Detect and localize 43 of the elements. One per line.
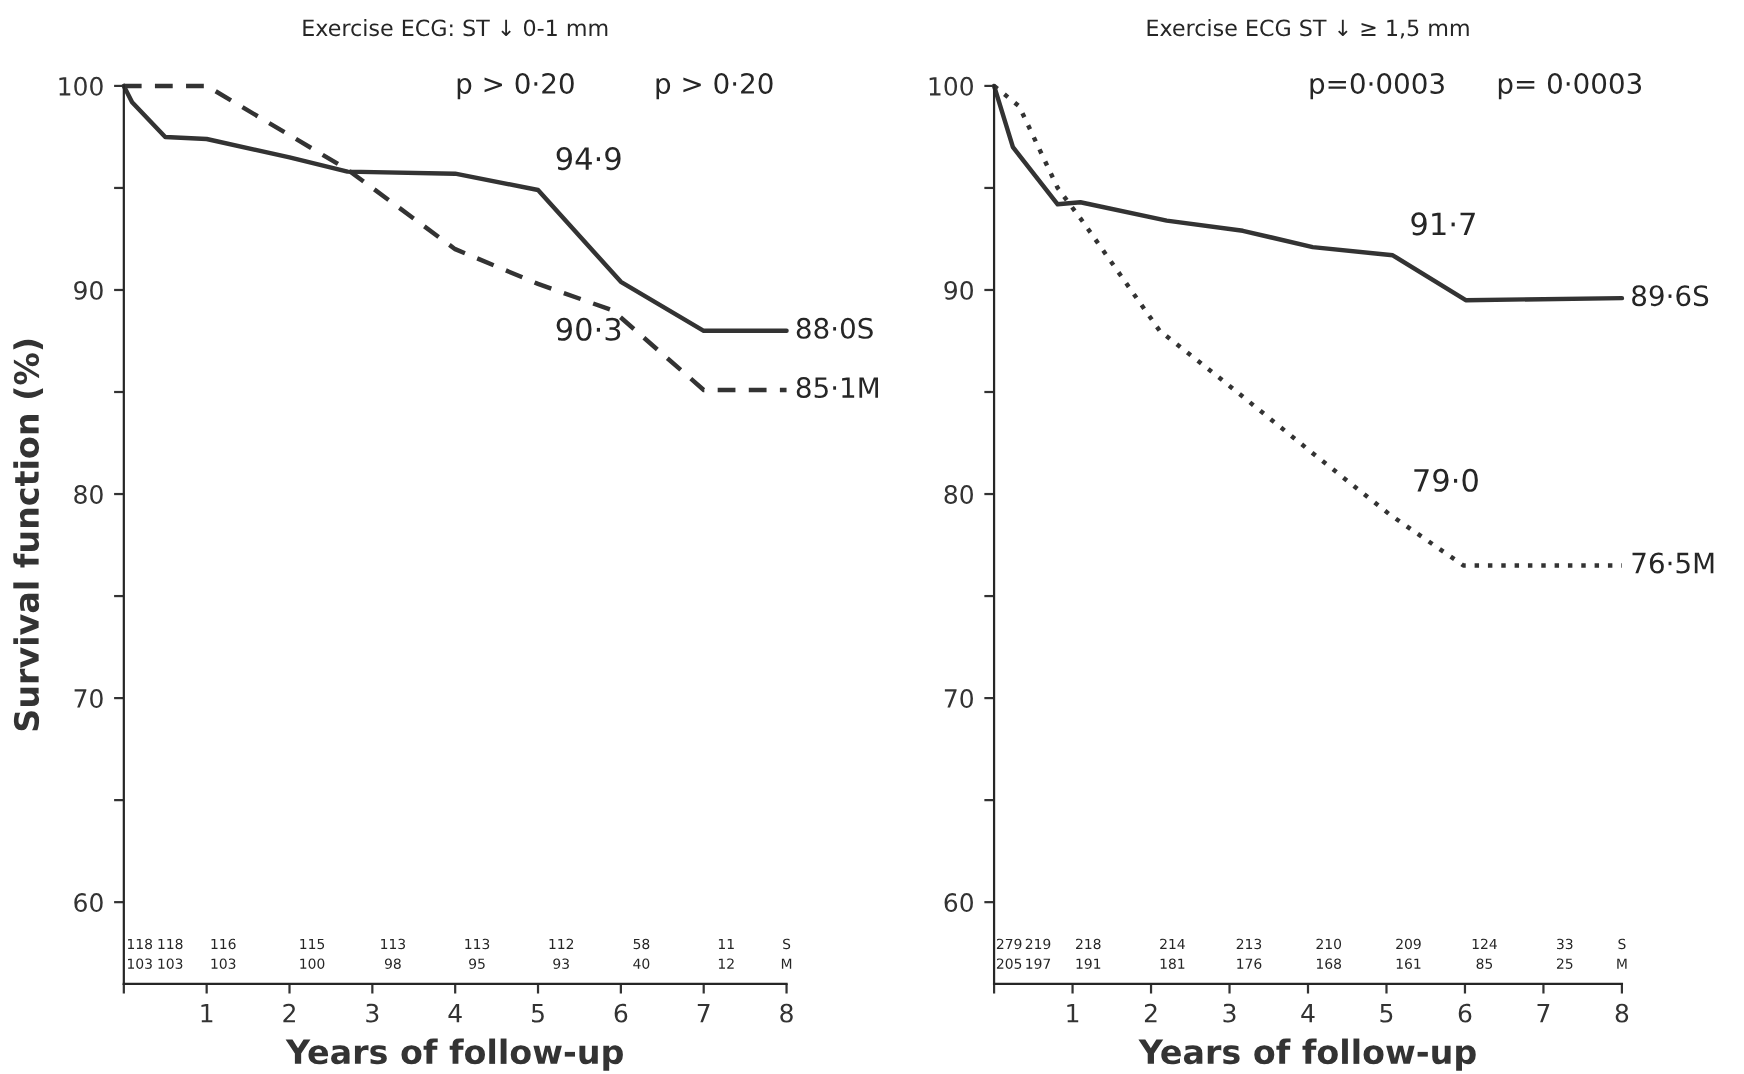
annotation: 94·9 bbox=[556, 147, 621, 171]
y-tick-label: 100 bbox=[59, 76, 103, 96]
x-axis-title: Years of follow-up bbox=[285, 1038, 623, 1071]
y-tick-label: 70 bbox=[944, 689, 973, 708]
x-tick-label: 2 bbox=[1144, 1003, 1157, 1023]
x-tick-label: 5 bbox=[532, 1004, 544, 1023]
x-tick-label: 1 bbox=[201, 1004, 213, 1023]
annotation: p > 0·20 bbox=[656, 72, 773, 100]
x-axis-title: Years of follow-up bbox=[1138, 1038, 1476, 1071]
annotation: 91·7 bbox=[1411, 212, 1475, 236]
y-tick-label: 60 bbox=[74, 893, 103, 913]
annotation: p= 0·0003 bbox=[1498, 72, 1642, 100]
annotation: 79·0 bbox=[1414, 468, 1478, 492]
annotation: 88·0S bbox=[796, 317, 873, 339]
x-tick-label: 4 bbox=[448, 1004, 462, 1023]
y-tick-label: 60 bbox=[944, 893, 973, 913]
y-tick-label: 80 bbox=[944, 484, 973, 504]
x-tick-label: 3 bbox=[366, 1003, 379, 1023]
annotation: 85·1M bbox=[796, 377, 878, 399]
y-axis-title: Survival function (%) bbox=[13, 339, 44, 731]
chart-title: Exercise ECG ST ↓ ≥ 1,5 mm bbox=[1147, 19, 1469, 39]
annotation: 90·3 bbox=[556, 317, 621, 341]
x-tick-label: 3 bbox=[1223, 1003, 1236, 1023]
annotation: 76·5M bbox=[1632, 552, 1714, 574]
y-tick-label: 100 bbox=[929, 76, 973, 96]
y-tick-label: 80 bbox=[74, 484, 103, 504]
x-tick-label: 4 bbox=[1301, 1004, 1315, 1023]
annotation: p=0·0003 bbox=[1310, 72, 1444, 100]
x-tick-label: 1 bbox=[1067, 1004, 1079, 1023]
x-tick-label: 6 bbox=[1458, 1003, 1472, 1023]
x-tick-label: 8 bbox=[780, 1003, 793, 1023]
y-tick-label: 90 bbox=[944, 280, 973, 300]
annotation: p > 0·20 bbox=[457, 72, 574, 100]
x-tick-label: 7 bbox=[1537, 1004, 1550, 1023]
x-tick-label: 8 bbox=[1615, 1003, 1629, 1023]
x-tick-label: 2 bbox=[283, 1003, 295, 1023]
x-tick-label: 7 bbox=[697, 1004, 710, 1023]
x-tick-label: 6 bbox=[614, 1003, 628, 1023]
x-tick-label: 5 bbox=[1380, 1004, 1393, 1023]
chart-title: Exercise ECG: ST ↓ 0-1 mm bbox=[303, 19, 608, 37]
annotation: 89·6S bbox=[1632, 285, 1709, 307]
y-tick-label: 90 bbox=[74, 280, 103, 300]
y-tick-label: 70 bbox=[74, 689, 103, 708]
